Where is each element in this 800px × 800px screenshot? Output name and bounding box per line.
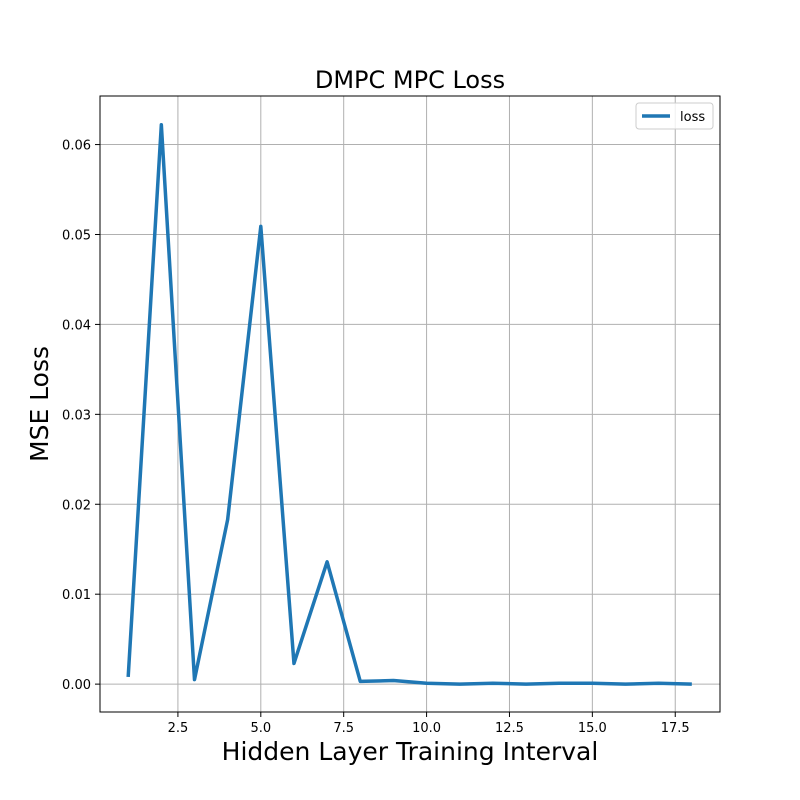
legend-label: loss: [680, 110, 705, 125]
chart-title: DMPC MPC Loss: [315, 66, 505, 94]
legend-box: [635, 102, 714, 130]
y-tick-label: 0.03: [62, 408, 91, 423]
x-tick-label: 7.5: [333, 721, 354, 736]
x-tick-label: 10.0: [412, 721, 441, 736]
axis-ticks: 2.5 5.0 7.5 10.0 12.5 15.0 17.5 0.00 0.01 0.02 0.0…: [62, 139, 690, 736]
x-tick-label: 5.0: [250, 721, 271, 736]
plot-frame: [99, 95, 721, 713]
legend: loss: [635, 102, 714, 130]
x-tick-label: 17.5: [661, 721, 690, 736]
y-tick-label: 0.06: [62, 139, 91, 154]
y-tick-label: 0.04: [62, 318, 91, 333]
series-layer: [126, 123, 692, 686]
y-tick-label: 0.00: [62, 678, 91, 693]
x-tick-label: 15.0: [578, 721, 607, 736]
y-tick-label: 0.02: [62, 498, 91, 513]
x-tick-label: 12.5: [495, 721, 524, 736]
series-line-loss: [126, 123, 692, 686]
y-tick-label: 0.05: [62, 228, 91, 243]
y-tick-label: 0.01: [62, 588, 91, 603]
grid-lines: [100, 96, 720, 712]
x-tick-label: 2.5: [168, 721, 189, 736]
x-axis-label: Hidden Layer Training Interval: [222, 737, 599, 766]
y-axis-label: MSE Loss: [25, 346, 54, 462]
